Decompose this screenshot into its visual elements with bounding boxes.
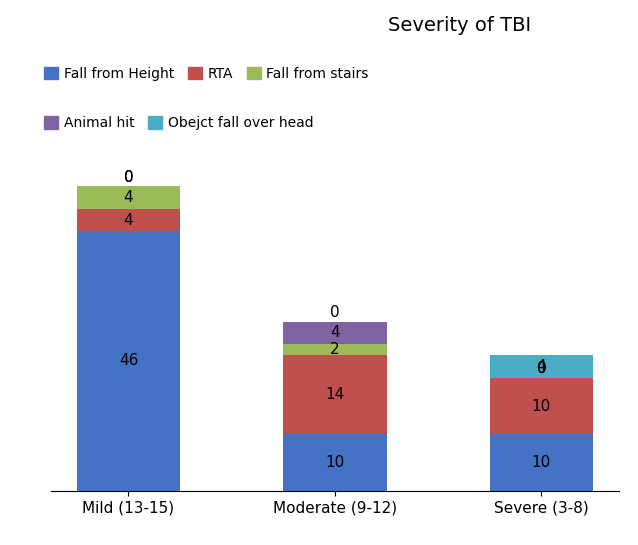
- Bar: [490, 355, 593, 378]
- Text: 0: 0: [124, 169, 133, 185]
- Bar: [283, 355, 387, 434]
- Bar: [283, 344, 387, 355]
- Text: 10: 10: [325, 455, 345, 470]
- Bar: [490, 434, 593, 490]
- Text: 4: 4: [330, 325, 340, 340]
- Bar: [283, 434, 387, 490]
- Bar: [490, 378, 593, 434]
- Text: 0: 0: [330, 305, 340, 320]
- Text: 0: 0: [537, 361, 546, 376]
- Legend: Animal hit, Obejct fall over head: Animal hit, Obejct fall over head: [39, 111, 319, 136]
- Legend: Fall from Height, RTA, Fall from stairs: Fall from Height, RTA, Fall from stairs: [39, 62, 375, 87]
- Bar: [77, 186, 180, 209]
- Text: 4: 4: [537, 359, 546, 374]
- Text: 4: 4: [124, 213, 133, 228]
- Text: 0: 0: [124, 169, 133, 185]
- Text: 10: 10: [532, 455, 551, 470]
- Text: Severity of TBI: Severity of TBI: [388, 16, 531, 35]
- Text: 14: 14: [325, 387, 345, 402]
- Bar: [77, 232, 180, 490]
- Text: 10: 10: [532, 398, 551, 414]
- Text: 4: 4: [124, 190, 133, 205]
- Text: 0: 0: [537, 361, 546, 376]
- Bar: [283, 322, 387, 344]
- Bar: [77, 209, 180, 232]
- Text: 2: 2: [330, 342, 340, 357]
- Text: 46: 46: [119, 354, 138, 368]
